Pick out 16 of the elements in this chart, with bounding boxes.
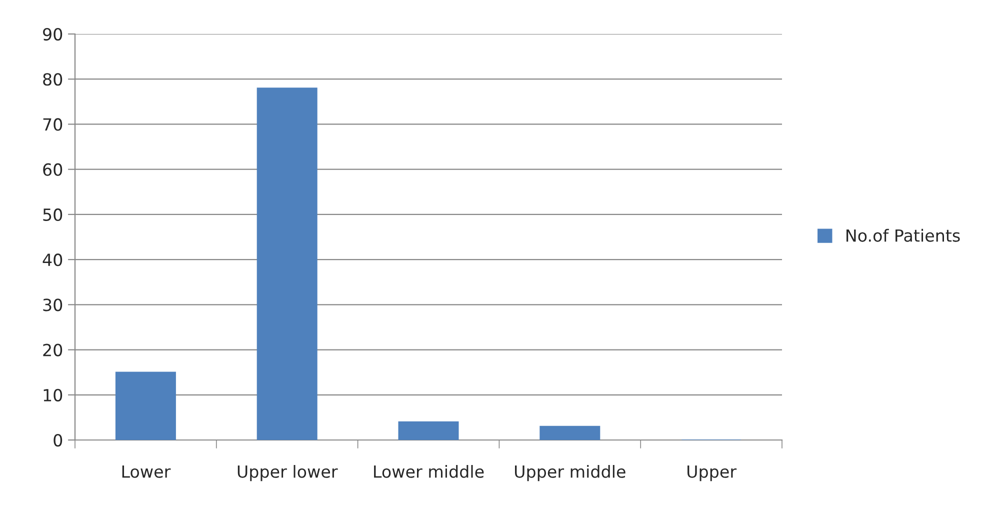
x-tick-label: Lower middle (374, 465, 484, 478)
x-tick-label: Lower (122, 466, 171, 478)
y-tick-label: 80 (43, 73, 62, 86)
x-tick-label: Upper lower (238, 465, 338, 482)
y-tick-label: 10 (44, 388, 62, 402)
y-tick-label: 40 (42, 254, 62, 266)
y-tick-label: 90 (43, 28, 62, 41)
x-tick-label: Upper (688, 466, 737, 482)
y-tick-label: 30 (43, 298, 62, 312)
y-tick-label: 50 (43, 208, 62, 222)
y-tick-label: 0 (54, 434, 62, 447)
y-tick-label: 60 (43, 163, 62, 176)
y-tick-label: 20 (43, 344, 62, 356)
legend-label: No.of Patients (846, 228, 960, 242)
x-tick-label: Upper middle (515, 465, 626, 482)
y-tick-label: 70 (43, 118, 62, 131)
